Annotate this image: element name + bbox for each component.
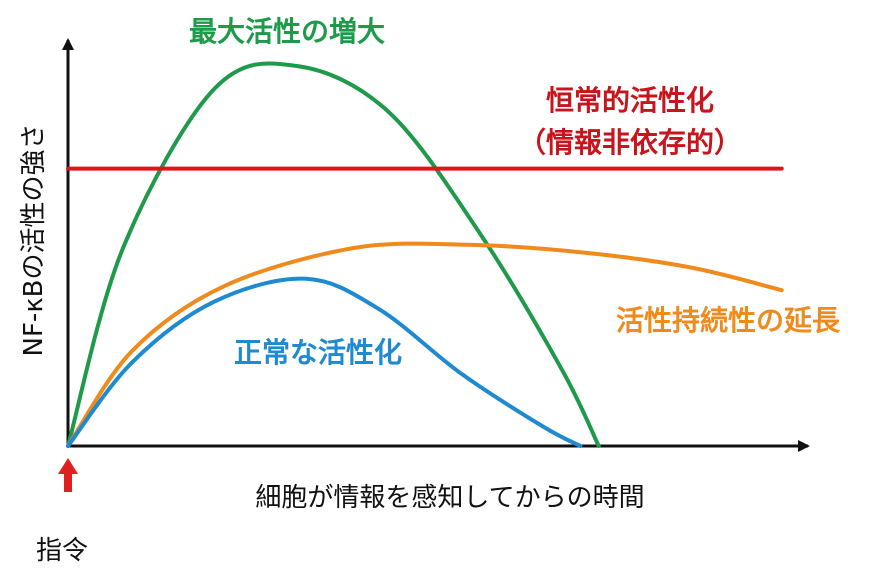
series-line-normal <box>66 276 583 448</box>
series-layer <box>66 61 784 448</box>
x-axis-label: 細胞が情報を感知してからの時間 <box>255 483 644 513</box>
series-label-constitutive-sub: （情報非依存的） <box>518 126 742 159</box>
series-line-sustained <box>66 241 784 448</box>
series-label-max-activity: 最大活性の増大 <box>189 15 385 48</box>
y-axis-label: NF-κBの活性の強さ <box>19 124 49 357</box>
series-line-max-activity <box>66 61 601 448</box>
series-label-constitutive: 恒常的活性化 <box>546 84 714 117</box>
series-label-sustained: 活性持続性の延長 <box>616 304 841 337</box>
origin-arrow-icon <box>58 458 78 492</box>
origin-label: 指令 <box>36 536 88 566</box>
series-label-normal: 正常な活性化 <box>234 336 402 369</box>
